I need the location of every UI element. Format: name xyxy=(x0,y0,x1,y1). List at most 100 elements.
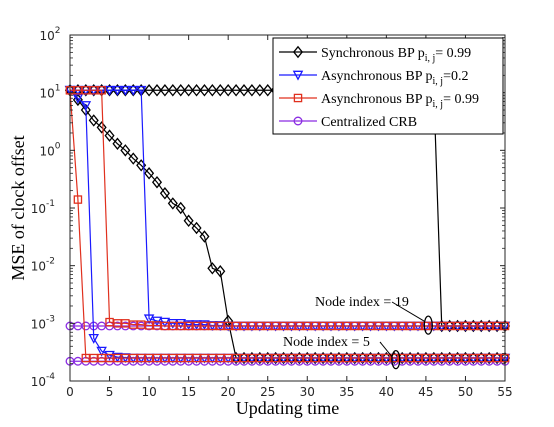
square-marker xyxy=(223,321,233,331)
square-marker xyxy=(263,321,272,331)
square-marker xyxy=(350,353,359,363)
square-marker xyxy=(144,353,154,363)
square-marker xyxy=(160,321,170,331)
square-marker xyxy=(97,86,106,95)
square-marker xyxy=(310,353,320,363)
square-marker xyxy=(366,353,375,363)
square-marker xyxy=(484,353,494,363)
y-tick-label: 102 xyxy=(39,26,60,43)
square-marker xyxy=(89,86,98,95)
triangle-marker xyxy=(199,320,210,331)
square-marker xyxy=(184,353,193,363)
square-marker xyxy=(168,353,178,363)
diamond-marker xyxy=(231,84,242,97)
diamond-marker xyxy=(246,84,257,97)
square-marker xyxy=(453,353,462,363)
square-marker xyxy=(334,353,344,363)
square-marker xyxy=(413,353,423,363)
diamond-marker xyxy=(207,262,218,275)
square-marker xyxy=(293,93,303,103)
square-marker xyxy=(279,353,288,363)
triangle-marker xyxy=(135,85,147,96)
diamond-marker xyxy=(120,144,131,157)
diamond-marker xyxy=(151,84,163,97)
square-marker xyxy=(73,195,83,204)
square-marker xyxy=(200,353,209,363)
diamond-marker xyxy=(207,84,218,97)
triangle-marker xyxy=(112,352,123,363)
square-marker xyxy=(429,321,439,331)
square-marker xyxy=(413,321,423,331)
diamond-marker xyxy=(215,265,226,278)
legend-label: Asynchronous BP pi, j= 0.99 xyxy=(321,92,479,110)
square-marker xyxy=(223,353,233,363)
x-tick-label: 0 xyxy=(66,385,74,399)
legend-entry-1: Asynchronous BP pi, j=0.2 xyxy=(279,69,468,87)
triangle-marker xyxy=(292,70,304,81)
legend-label: Centralized CRB xyxy=(321,115,417,130)
square-marker xyxy=(318,321,328,331)
diamond-marker xyxy=(167,84,178,97)
square-marker xyxy=(303,321,312,331)
square-marker xyxy=(176,353,185,363)
diamond-marker xyxy=(183,84,194,97)
y-tick-label: 10-4 xyxy=(31,372,56,389)
square-marker xyxy=(484,321,494,331)
y-tick-label: 10-3 xyxy=(31,314,55,331)
square-marker xyxy=(295,321,304,331)
square-marker xyxy=(358,353,367,363)
square-marker xyxy=(216,321,225,331)
diamond-marker xyxy=(223,84,234,97)
axes-layer: 0 5 10 15 20 25 30 35 40 45 50 55 102 101 100 10-1 10-2 1… xyxy=(8,26,513,418)
square-marker xyxy=(216,353,225,363)
square-marker xyxy=(105,317,114,327)
square-marker xyxy=(176,321,185,331)
square-marker xyxy=(429,353,439,363)
square-marker xyxy=(97,353,106,363)
node-5-pointer xyxy=(379,341,393,357)
square-marker xyxy=(200,321,209,331)
square-marker xyxy=(208,321,217,331)
square-marker xyxy=(279,321,288,331)
square-marker xyxy=(81,353,91,363)
series-4 xyxy=(65,86,510,363)
square-marker xyxy=(144,321,154,330)
square-marker xyxy=(184,321,193,331)
x-tick-label: 55 xyxy=(497,385,512,399)
square-marker xyxy=(461,321,470,331)
square-marker xyxy=(263,353,272,363)
square-marker xyxy=(192,321,201,331)
square-marker xyxy=(192,353,201,363)
triangle-marker xyxy=(104,350,115,361)
square-marker xyxy=(310,321,320,331)
square-marker xyxy=(445,321,454,331)
diamond-marker xyxy=(128,152,139,165)
square-marker xyxy=(89,353,98,363)
square-marker xyxy=(121,319,130,328)
x-tick-label: 50 xyxy=(458,385,473,399)
y-tick-label: 10-2 xyxy=(31,257,55,274)
square-marker xyxy=(152,321,162,330)
square-marker xyxy=(152,353,162,363)
square-marker xyxy=(247,353,257,363)
square-marker xyxy=(397,321,407,331)
diamond-marker xyxy=(175,84,186,97)
square-marker xyxy=(421,321,431,331)
x-tick-label: 20 xyxy=(221,385,236,399)
square-marker xyxy=(342,321,352,331)
square-marker xyxy=(271,321,280,331)
square-marker xyxy=(461,353,470,363)
square-marker xyxy=(437,353,446,363)
legend-label: Asynchronous BP pi, j=0.2 xyxy=(321,69,468,87)
square-marker xyxy=(129,353,138,363)
square-marker xyxy=(255,353,265,363)
diamond-marker xyxy=(112,137,123,150)
square-marker xyxy=(129,320,138,329)
square-marker xyxy=(105,353,114,363)
node-19-pointer xyxy=(391,301,425,322)
square-marker xyxy=(73,86,83,95)
square-marker xyxy=(113,353,122,363)
square-marker xyxy=(374,353,383,363)
triangle-marker xyxy=(167,318,179,329)
